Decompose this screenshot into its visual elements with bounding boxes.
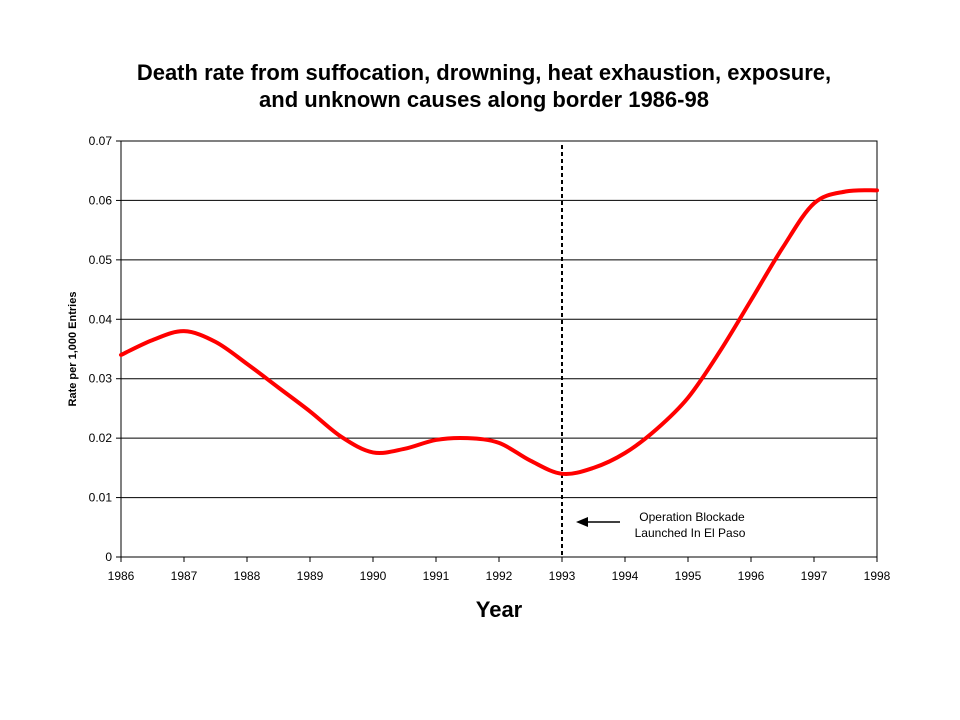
x-tick-label: 1998	[864, 569, 891, 583]
gridlines	[121, 199, 877, 499]
x-tick-label: 1990	[360, 569, 387, 583]
x-axis-title: Year	[476, 597, 523, 622]
y-tick-label: 0.05	[89, 253, 113, 267]
y-tick-label: 0.01	[89, 491, 113, 505]
y-tick-label: 0.07	[89, 134, 113, 148]
y-axis-title: Rate per 1,000 Entries	[67, 292, 79, 407]
y-tick-label: 0.03	[89, 372, 113, 386]
x-tick-label: 1991	[423, 569, 450, 583]
x-tick-label: 1989	[297, 569, 324, 583]
annotation-arrow-head	[576, 517, 588, 527]
x-tick-label: 1995	[675, 569, 702, 583]
series-line	[119, 188, 879, 477]
x-tick-label: 1997	[801, 569, 828, 583]
chart-title-line-1: Death rate from suffocation, drowning, h…	[137, 60, 831, 85]
x-axis-ticks: 1986 1987 1988 1989 1990 1991 1992 1993 1994 1995…	[108, 557, 891, 583]
chart-title-line-2: and unknown causes along border 1986-98	[259, 87, 709, 112]
annotation-line-2: Launched In El Paso	[635, 526, 746, 540]
y-tick-label: 0.02	[89, 431, 113, 445]
series-group	[119, 188, 879, 477]
x-tick-label: 1992	[486, 569, 513, 583]
y-tick-label: 0	[105, 550, 112, 564]
plot-area	[120, 140, 878, 558]
y-tick-label: 0.06	[89, 193, 113, 207]
x-tick-label: 1987	[171, 569, 198, 583]
x-tick-label: 1986	[108, 569, 135, 583]
x-tick-label: 1988	[234, 569, 261, 583]
y-tick-label: 0.04	[89, 312, 113, 326]
x-tick-label: 1994	[612, 569, 639, 583]
annotation-group: Operation Blockade Launched In El Paso	[576, 510, 746, 540]
y-axis-ticks: 0 0.01 0.02 0.03 0.04 0.05 0.06 0.07	[89, 134, 121, 564]
x-tick-label: 1993	[549, 569, 576, 583]
x-tick-label: 1996	[738, 569, 765, 583]
annotation-line-1: Operation Blockade	[639, 510, 745, 524]
